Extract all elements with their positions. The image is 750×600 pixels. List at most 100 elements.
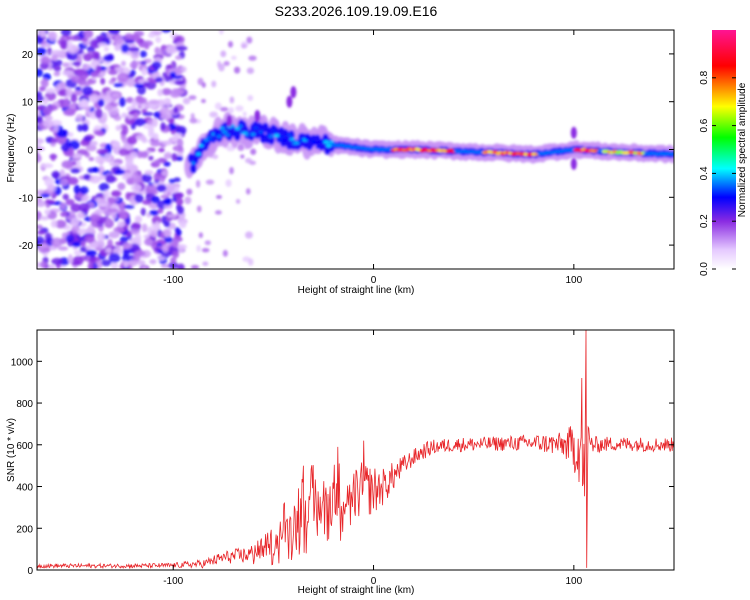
noise-speck	[61, 160, 74, 169]
noise-speck	[37, 68, 43, 77]
ridge-core	[258, 130, 264, 134]
snr-series-line	[37, 330, 674, 570]
noise-speck	[37, 262, 42, 268]
noise-speck	[163, 220, 171, 228]
heatmap-ytick-label: 0	[27, 146, 33, 157]
noise-speck	[50, 138, 59, 144]
noise-speck	[190, 113, 195, 119]
noise-speck	[41, 163, 54, 169]
ridge-core	[312, 141, 319, 146]
noise-speck	[133, 112, 139, 119]
noise-speck	[109, 161, 121, 167]
noise-speck	[143, 238, 154, 246]
noise-speck	[71, 61, 82, 66]
noise-speck	[89, 93, 100, 103]
noise-speck	[201, 82, 206, 88]
noise-speck	[114, 44, 122, 51]
noise-speck	[79, 81, 91, 87]
noise-speck	[85, 249, 97, 257]
heatmap-ytick-label: 10	[22, 98, 34, 109]
noise-speck	[173, 88, 185, 95]
noise-speck	[107, 238, 113, 249]
noise-speck	[115, 66, 124, 74]
ridge-blob	[226, 114, 233, 127]
noise-speck	[108, 30, 120, 35]
noise-speck	[156, 184, 167, 192]
ridge-core	[281, 138, 288, 142]
noise-speck	[163, 204, 173, 210]
noise-speck	[70, 203, 82, 213]
noise-speck	[40, 43, 52, 48]
noise-speck	[173, 185, 180, 193]
noise-speck	[76, 149, 88, 156]
ridge-core	[208, 137, 215, 142]
noise-speck	[119, 236, 129, 243]
noise-speck	[105, 217, 112, 226]
noise-speck	[145, 184, 158, 194]
noise-speck	[237, 143, 245, 152]
noise-speck	[83, 135, 93, 142]
noise-speck	[248, 55, 257, 61]
noise-speck	[60, 30, 72, 37]
noise-speck	[37, 36, 44, 45]
noise-speck	[44, 209, 51, 215]
noise-speck	[135, 177, 141, 185]
noise-speck	[100, 77, 106, 85]
noise-speck	[72, 255, 84, 266]
noise-speck	[141, 265, 148, 269]
colorbar-gradient	[712, 30, 736, 269]
noise-speck	[60, 142, 71, 152]
noise-speck	[186, 188, 193, 196]
noise-speck	[129, 61, 139, 69]
noise-speck	[126, 135, 138, 145]
noise-speck	[44, 199, 55, 204]
noise-speck	[134, 233, 142, 242]
noise-speck	[142, 81, 150, 88]
noise-speck	[96, 148, 109, 155]
noise-speck	[103, 54, 114, 62]
noise-speck	[96, 232, 106, 242]
noise-speck	[153, 159, 161, 165]
noise-speck	[219, 30, 224, 35]
noise-speck	[103, 189, 111, 200]
noise-speck	[102, 95, 110, 101]
noise-speck	[87, 224, 95, 235]
noise-speck	[151, 196, 161, 204]
noise-speck	[151, 117, 158, 128]
noise-speck	[137, 260, 146, 266]
noise-speck	[42, 107, 52, 116]
ridge-core	[325, 143, 332, 148]
noise-speck	[97, 42, 108, 47]
colorbar-label: Normalized spectral amplitude	[737, 82, 748, 217]
noise-speck	[83, 30, 94, 39]
colorbar: 0.0 0.2 0.4 0.6 0.8 Normalized spectral ampl…	[699, 30, 748, 276]
noise-speck	[65, 234, 75, 243]
noise-speck	[204, 240, 211, 246]
noise-speck	[209, 111, 218, 118]
noise-speck	[235, 199, 241, 204]
noise-speck	[118, 97, 126, 107]
noise-speck	[75, 113, 84, 122]
noise-speck	[144, 42, 150, 50]
noise-speck	[125, 217, 131, 226]
noise-speck	[175, 155, 184, 162]
noise-speck	[45, 88, 56, 94]
noise-speck	[53, 71, 61, 77]
noise-speck	[248, 258, 254, 266]
noise-speck	[163, 97, 171, 104]
noise-speck	[90, 71, 98, 78]
noise-speck	[111, 190, 121, 197]
noise-speck	[160, 263, 171, 269]
noise-speck	[220, 50, 227, 58]
noise-speck	[189, 117, 198, 124]
noise-speck	[126, 77, 136, 88]
noise-speck	[205, 179, 215, 185]
noise-speck	[129, 151, 138, 159]
noise-speck	[233, 66, 241, 74]
noise-speck	[164, 237, 173, 244]
noise-speck	[174, 80, 186, 86]
noise-speck	[81, 196, 88, 202]
noise-speck	[55, 59, 63, 66]
noise-speck	[70, 217, 81, 227]
